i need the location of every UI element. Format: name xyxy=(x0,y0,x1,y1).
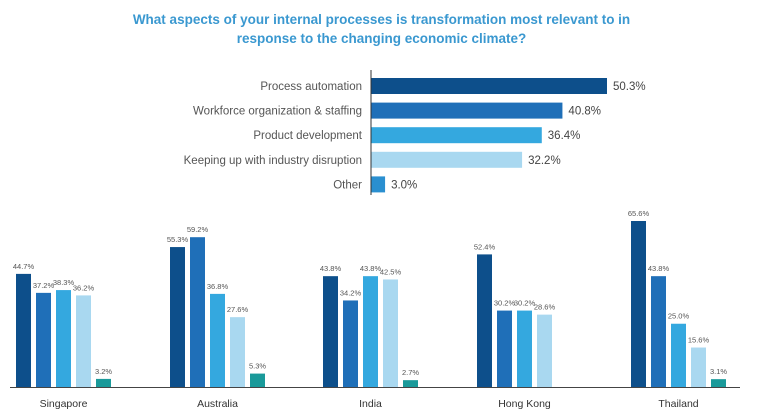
v-value-label: 5.3% xyxy=(249,362,266,371)
v-value-label: 30.2% xyxy=(514,299,536,308)
h-category-label: Keeping up with industry disruption xyxy=(184,155,362,167)
v-value-label: 43.8% xyxy=(360,264,382,273)
h-bar xyxy=(371,127,542,144)
v-value-label: 38.3% xyxy=(53,278,75,287)
v-value-label: 3.1% xyxy=(710,367,727,376)
h-bar xyxy=(371,151,523,168)
h-bar xyxy=(371,176,386,193)
v-bar xyxy=(343,300,358,387)
chart-title-line-2: response to the changing economic climat… xyxy=(236,31,527,46)
v-value-label: 65.6% xyxy=(628,209,650,218)
v-bar xyxy=(170,247,185,387)
h-category-label: Process automation xyxy=(260,81,362,93)
v-value-label: 44.7% xyxy=(13,262,35,271)
v-bar xyxy=(403,380,418,387)
v-value-label: 28.6% xyxy=(534,303,556,312)
v-bar xyxy=(691,347,706,387)
h-category-label: Workforce organization & staffing xyxy=(193,106,362,118)
h-category-label: Other xyxy=(333,179,362,191)
v-bar xyxy=(250,373,265,387)
h-bar xyxy=(371,102,563,119)
chart-title: What aspects of your internal processes … xyxy=(0,10,763,48)
v-category-label: Singapore xyxy=(40,398,88,410)
v-bar xyxy=(230,317,245,387)
h-value-label: 32.2% xyxy=(528,155,561,167)
v-bar xyxy=(651,276,666,387)
v-value-label: 25.0% xyxy=(668,312,690,321)
v-bar xyxy=(210,293,225,387)
v-bar xyxy=(631,221,646,387)
v-value-label: 52.4% xyxy=(474,242,496,251)
v-value-label: 59.2% xyxy=(187,225,209,234)
v-category-label: India xyxy=(359,398,382,410)
v-bar xyxy=(96,378,111,387)
h-value-label: 36.4% xyxy=(548,130,581,142)
v-bar xyxy=(711,379,726,387)
v-category-label: Australia xyxy=(197,398,238,410)
v-bar xyxy=(537,314,552,387)
h-category-label: Product development xyxy=(253,130,362,142)
v-bar xyxy=(56,290,71,387)
v-value-label: 42.5% xyxy=(380,267,402,276)
v-bar xyxy=(76,295,91,387)
v-bar xyxy=(671,323,686,387)
v-bar xyxy=(383,279,398,387)
v-bar xyxy=(190,237,205,387)
chart-title-line-1: What aspects of your internal processes … xyxy=(132,12,631,27)
v-value-label: 15.6% xyxy=(688,336,710,345)
v-bar xyxy=(477,254,492,387)
v-bar xyxy=(36,292,51,387)
h-value-label: 3.0% xyxy=(391,179,417,191)
h-value-label: 50.3% xyxy=(613,81,646,93)
v-value-label: 55.3% xyxy=(167,235,189,244)
v-value-label: 27.6% xyxy=(227,305,249,314)
v-bar xyxy=(363,276,378,387)
v-value-label: 2.7% xyxy=(402,368,419,377)
v-bar xyxy=(497,310,512,387)
v-bar xyxy=(323,276,338,387)
v-value-label: 37.2% xyxy=(33,281,55,290)
v-category-label: Thailand xyxy=(658,398,698,410)
v-value-label: 3.2% xyxy=(95,367,112,376)
v-bar xyxy=(16,273,31,387)
v-value-label: 30.2% xyxy=(494,299,516,308)
v-bar xyxy=(517,310,532,387)
v-value-label: 36.8% xyxy=(207,282,229,291)
v-category-label: Hong Kong xyxy=(498,398,551,410)
v-value-label: 43.8% xyxy=(320,264,342,273)
v-value-label: 36.2% xyxy=(73,283,95,292)
v-value-label: 43.8% xyxy=(648,264,670,273)
v-value-label: 34.2% xyxy=(340,288,362,297)
h-value-label: 40.8% xyxy=(568,106,601,118)
h-bar xyxy=(371,78,607,94)
